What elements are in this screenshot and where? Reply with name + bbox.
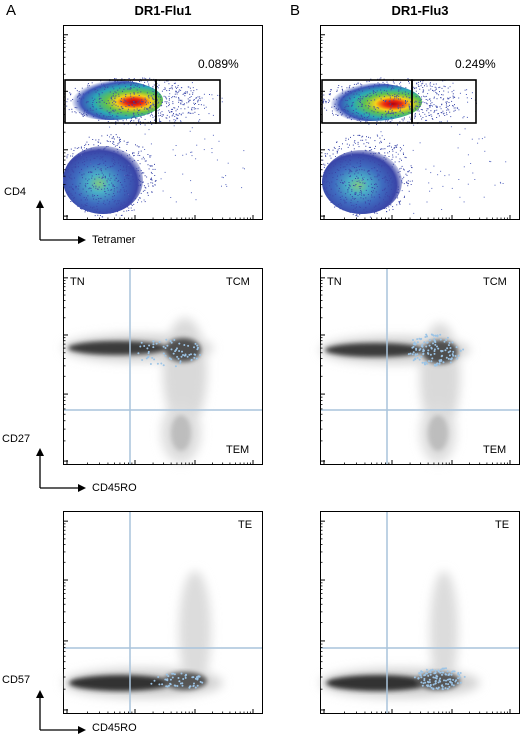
axis-arrow-row3 bbox=[36, 690, 86, 734]
column-title-flu3: DR1-Flu3 bbox=[391, 3, 449, 18]
axis-arrow-row2 bbox=[36, 448, 86, 492]
xlabel-cd45ro: CD45RO bbox=[92, 722, 137, 734]
quadrant-label-tcm: TCM bbox=[483, 276, 507, 288]
plot-cd4-tetramer-flu3 bbox=[318, 25, 520, 220]
panel-letter-a: A bbox=[6, 2, 17, 19]
column-title-flu1: DR1-Flu1 bbox=[134, 3, 192, 18]
ylabel-cd4: CD4 bbox=[4, 186, 27, 198]
axis-arrow-row1 bbox=[36, 200, 86, 244]
plot-cd27-cd45ro-flu3 bbox=[320, 268, 520, 465]
quadrant-label-tn: TN bbox=[327, 276, 342, 288]
quadrant-label-tcm: TCM bbox=[226, 276, 250, 288]
xlabel-cd45ro: CD45RO bbox=[92, 482, 137, 494]
tetramer-positive-gate bbox=[411, 79, 477, 124]
ylabel-cd57: CD57 bbox=[2, 674, 31, 686]
quadrant-label-te: TE bbox=[238, 519, 253, 531]
quadrant-label-tem: TEM bbox=[226, 444, 250, 456]
gate-percentage-flu3: 0.249% bbox=[455, 57, 496, 71]
plot-cd57-cd45ro-flu1 bbox=[63, 511, 263, 714]
tetramer-positive-gate bbox=[155, 79, 221, 124]
plot-cd57-cd45ro-flu3 bbox=[320, 511, 520, 714]
panel-letter-b: B bbox=[290, 2, 301, 19]
gate-percentage-flu1: 0.089% bbox=[198, 57, 239, 71]
quadrant-label-te: TE bbox=[495, 519, 510, 531]
plot-cd27-cd45ro-flu1 bbox=[63, 268, 263, 465]
plot-cd4-tetramer-flu1 bbox=[59, 25, 263, 220]
quadrant-label-tem: TEM bbox=[483, 444, 507, 456]
ylabel-cd27: CD27 bbox=[2, 433, 31, 445]
quadrant-label-tn: TN bbox=[70, 276, 85, 288]
xlabel-tetramer: Tetramer bbox=[92, 234, 136, 246]
